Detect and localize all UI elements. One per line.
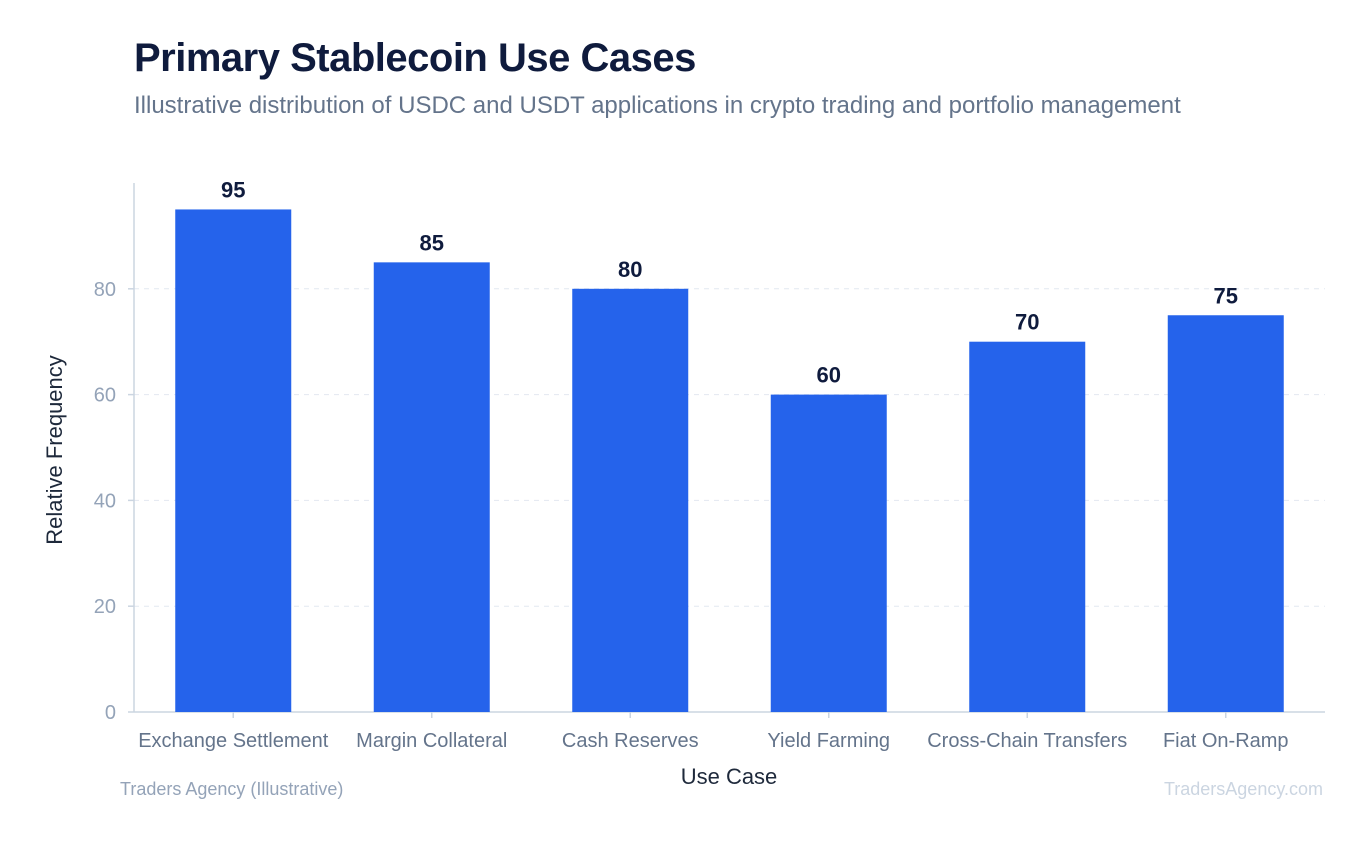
data-label: 60 <box>817 363 841 388</box>
x-tick-labels: Exchange Settlement Margin Collateral Cash… <box>138 712 1289 752</box>
x-axis-title: Use Case <box>681 764 778 789</box>
data-labels: 95 85 80 60 70 75 <box>221 177 1238 387</box>
x-tick-label: Yield Farming <box>767 730 890 752</box>
x-tick-label: Cash Reserves <box>562 730 699 752</box>
watermark: TradersAgency.com <box>1163 779 1323 799</box>
bars <box>175 209 1284 712</box>
bar <box>175 209 292 712</box>
bar <box>969 341 1086 712</box>
bar <box>770 394 887 712</box>
y-tick-label: 80 <box>94 279 116 301</box>
data-label: 80 <box>618 257 642 282</box>
chart-title: Primary Stablecoin Use Cases <box>134 36 696 80</box>
data-label: 75 <box>1214 283 1238 308</box>
chart-subtitle: Illustrative distribution of USDC and US… <box>134 92 1181 119</box>
x-tick-label: Exchange Settlement <box>138 730 329 752</box>
data-label: 85 <box>420 230 444 255</box>
y-tick-label: 0 <box>105 702 116 724</box>
y-tick-label: 40 <box>94 490 116 512</box>
grid-lines <box>134 288 1325 607</box>
bar <box>373 262 490 712</box>
x-tick-label: Fiat On-Ramp <box>1163 730 1289 752</box>
y-tick-label: 20 <box>94 596 116 618</box>
data-label: 95 <box>221 177 245 202</box>
y-tick-label: 60 <box>94 385 116 407</box>
bar <box>572 288 689 712</box>
x-tick-label: Cross-Chain Transfers <box>927 730 1127 752</box>
y-tick-labels: 0 20 40 60 80 <box>94 279 134 724</box>
bar <box>1167 315 1284 712</box>
source-note: Traders Agency (Illustrative) <box>120 779 344 799</box>
y-axis-title: Relative Frequency <box>42 355 67 545</box>
x-tick-label: Margin Collateral <box>356 730 507 752</box>
data-label: 70 <box>1015 310 1039 335</box>
